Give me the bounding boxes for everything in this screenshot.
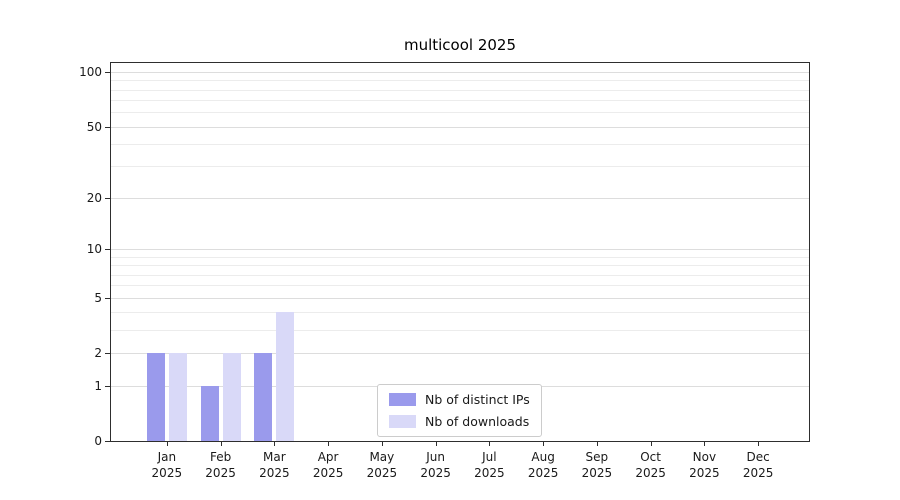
x-tick-label: Nov 2025: [672, 449, 736, 481]
x-tick-mark: [220, 442, 222, 446]
y-tick-label: 20: [86, 190, 102, 205]
x-tick-label-month: Nov: [692, 450, 717, 464]
x-tick-label-year: 2025: [420, 466, 451, 480]
x-tick-label-year: 2025: [366, 466, 398, 480]
x-tick-label: May 2025: [350, 449, 414, 481]
bar-downloads: [222, 353, 241, 441]
x-tick-label-month: May: [369, 450, 395, 464]
gridline-major: [111, 353, 809, 355]
y-tick-label: 10: [86, 242, 102, 257]
legend-label-distinct-ips: Nb of distinct IPs: [425, 392, 530, 407]
x-tick-label: Sep 2025: [565, 449, 629, 481]
x-tick-label-month: Oct: [640, 450, 661, 464]
x-tick-label-year: 2025: [474, 466, 505, 480]
legend-label-downloads: Nb of downloads: [425, 414, 530, 429]
gridline-minor: [111, 265, 809, 267]
x-tick-label-year: 2025: [312, 466, 344, 480]
x-tick-label-year: 2025: [205, 466, 236, 480]
x-tick-label-year: 2025: [151, 466, 183, 480]
x-tick-label-year: 2025: [689, 466, 720, 480]
y-tick-label: 100: [79, 65, 102, 79]
x-tick-mark: [596, 442, 598, 446]
x-tick-mark: [704, 442, 706, 446]
x-tick-mark: [543, 442, 545, 446]
y-tick-mark: [105, 441, 110, 442]
x-tick-label-year: 2025: [742, 466, 774, 480]
gridline-major: [111, 72, 809, 73]
gridline-minor: [111, 80, 809, 82]
plot-area: Nb of distinct IPs Nb of downloads: [110, 62, 810, 442]
gridline-minor: [111, 330, 809, 332]
gridline-minor: [111, 100, 809, 102]
x-tick-label-year: 2025: [527, 466, 559, 480]
legend-swatch-distinct-ips: [389, 393, 416, 406]
y-tick-label: 50: [86, 119, 102, 134]
gridline-minor: [111, 89, 809, 91]
x-tick-mark: [166, 442, 168, 446]
y-tick-mark: [105, 72, 110, 73]
x-tick-label-year: 2025: [581, 466, 613, 480]
x-tick-mark: [758, 442, 760, 446]
x-tick-label-month: Dec: [746, 450, 770, 464]
bar-downloads: [168, 353, 187, 441]
gridline-major: [111, 249, 809, 251]
x-tick-label-month: Apr: [317, 450, 339, 464]
x-tick-mark: [328, 442, 330, 446]
y-tick-mark: [105, 249, 110, 251]
x-tick-mark: [650, 442, 652, 446]
y-tick-mark: [105, 353, 110, 355]
y-tick-mark: [105, 297, 110, 299]
x-tick-label: Jun 2025: [404, 449, 468, 481]
bar-distinct-ips: [146, 353, 165, 441]
y-tick-mark: [105, 197, 110, 199]
bar-distinct-ips: [200, 385, 219, 441]
y-tick-label: 5: [94, 290, 102, 305]
x-tick-label: Apr 2025: [296, 449, 360, 481]
y-tick-mark: [105, 385, 110, 387]
y-tick-label: 1: [94, 378, 102, 393]
x-tick-label: Mar 2025: [242, 449, 306, 481]
x-tick-label-month: Feb: [209, 450, 232, 464]
x-tick-mark: [435, 442, 437, 446]
x-tick-mark: [381, 442, 383, 446]
x-tick-label-month: Jul: [482, 450, 497, 464]
gridline-minor: [111, 312, 809, 314]
x-tick-label: Dec 2025: [726, 449, 790, 481]
x-tick-label-year: 2025: [259, 466, 290, 480]
gridline-minor: [111, 274, 809, 276]
x-tick-label-month: Jun: [426, 450, 445, 464]
y-tick-label: 2: [94, 346, 102, 361]
gridline-major: [111, 197, 809, 199]
legend: Nb of distinct IPs Nb of downloads: [377, 384, 542, 437]
legend-swatch-downloads: [389, 415, 416, 428]
y-tick-mark: [105, 126, 110, 128]
x-tick-label: Aug 2025: [511, 449, 575, 481]
x-tick-label: Jan 2025: [135, 449, 199, 481]
x-tick-label-month: Jan: [157, 450, 177, 464]
chart-title: multicool 2025: [403, 36, 517, 54]
gridline-major: [111, 297, 809, 299]
y-tick-label: 0: [94, 434, 102, 448]
x-tick-mark: [274, 442, 276, 446]
gridline-minor: [111, 285, 809, 287]
x-tick-mark: [489, 442, 491, 446]
x-tick-label: Oct 2025: [619, 449, 683, 481]
gridline-minor: [111, 166, 809, 168]
gridline-minor: [111, 144, 809, 146]
legend-entry-downloads: Nb of downloads: [389, 414, 530, 429]
gridline-minor: [111, 112, 809, 114]
bar-downloads: [276, 312, 295, 441]
x-tick-label: Jul 2025: [457, 449, 521, 481]
x-tick-label-month: Mar: [263, 450, 286, 464]
x-tick-label-month: Aug: [531, 450, 555, 464]
bar-distinct-ips: [254, 353, 273, 441]
gridline-major: [111, 126, 809, 128]
x-tick-label: Feb 2025: [189, 449, 253, 481]
legend-entry-distinct-ips: Nb of distinct IPs: [389, 392, 530, 407]
x-tick-label-year: 2025: [635, 466, 666, 480]
x-tick-label-month: Sep: [585, 450, 609, 464]
gridline-minor: [111, 256, 809, 258]
